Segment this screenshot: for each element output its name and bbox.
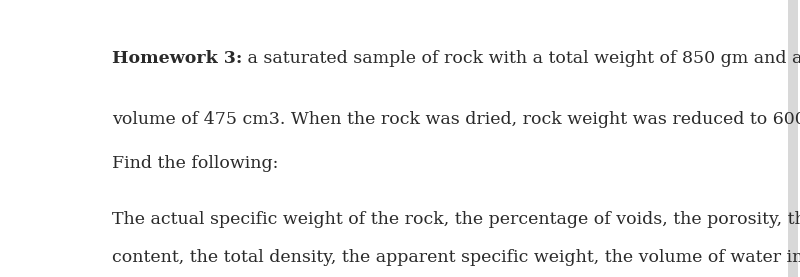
Text: Find the following:: Find the following: xyxy=(112,155,278,172)
Text: content, the total density, the apparent specific weight, the volume of water in: content, the total density, the apparent… xyxy=(112,249,800,266)
Text: Homework 3:: Homework 3: xyxy=(112,50,242,67)
Text: volume of 475 cm3. When the rock was dried, rock weight was reduced to 600 gm.: volume of 475 cm3. When the rock was dri… xyxy=(112,111,800,128)
Text: a saturated sample of rock with a total weight of 850 gm and a total: a saturated sample of rock with a total … xyxy=(242,50,800,67)
Text: The actual specific weight of the rock, the percentage of voids, the porosity, t: The actual specific weight of the rock, … xyxy=(112,211,800,227)
Bar xyxy=(788,0,798,277)
